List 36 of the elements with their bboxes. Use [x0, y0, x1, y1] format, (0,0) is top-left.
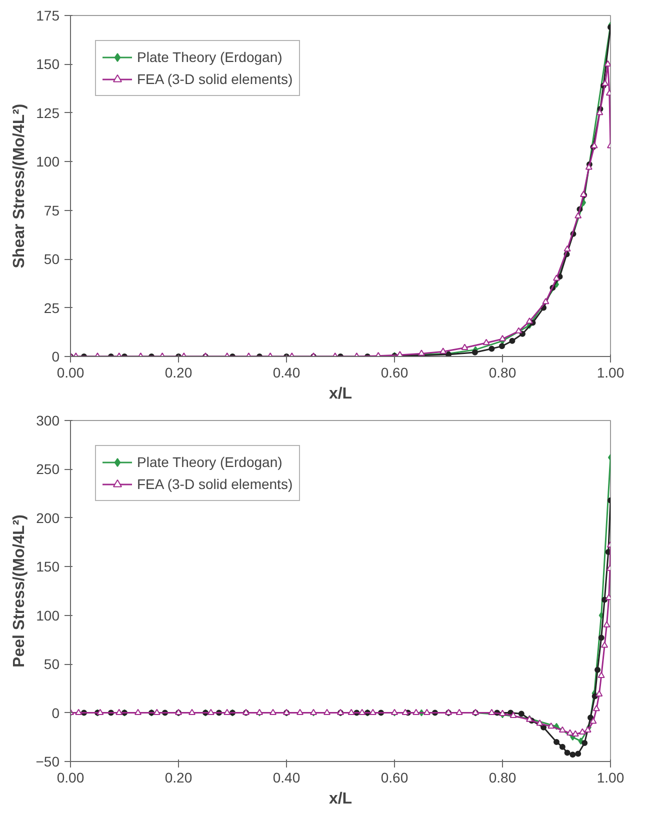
y-tick-label: 50	[44, 656, 60, 672]
x-tick-label: 0.20	[164, 364, 192, 380]
x-tick-label: 0.40	[272, 770, 300, 786]
y-tick-label: 0	[52, 348, 60, 364]
y-axis-title: Peel Stress/(Mo/4L²)	[10, 514, 28, 668]
y-tick-label: 25	[44, 300, 60, 316]
y-tick-label: 250	[36, 461, 60, 478]
y-tick-label: 50	[44, 251, 60, 268]
x-tick-label: 0.60	[380, 770, 408, 786]
y-tick-label: 175	[36, 8, 60, 24]
x-tick-label: 0.00	[56, 364, 84, 380]
legend-label: FEA (3-D solid elements)	[137, 71, 293, 87]
legend-label: Plate Theory (Erdogan)	[137, 49, 282, 65]
y-tick-label: 300	[36, 412, 60, 428]
y-tick-label: 75	[44, 202, 60, 218]
x-tick-label: 0.20	[164, 770, 192, 786]
legend-label: Plate Theory (Erdogan)	[137, 454, 282, 470]
y-tick-label: −50	[36, 754, 60, 770]
x-tick-label: 0.00	[56, 770, 84, 786]
x-tick-label: 0.60	[380, 364, 408, 380]
x-tick-label: 0.80	[488, 770, 516, 786]
x-tick-label: 0.40	[272, 364, 300, 380]
y-tick-label: 100	[36, 607, 60, 624]
x-tick-label: 0.80	[488, 364, 516, 380]
y-tick-label: 0	[52, 704, 60, 721]
y-tick-label: 150	[36, 56, 60, 72]
y-tick-label: 200	[36, 510, 60, 526]
x-axis-title: x/L	[328, 386, 352, 402]
y-axis-title: Shear Stress/(Mo/4L²)	[11, 104, 28, 268]
x-axis-title: x/L	[328, 790, 352, 808]
y-tick-label: 125	[36, 104, 60, 121]
legend-label: FEA (3-D solid elements)	[137, 476, 293, 492]
x-tick-label: 1.00	[596, 770, 624, 786]
y-tick-label: 150	[36, 558, 60, 575]
x-tick-label: 1.00	[596, 364, 624, 380]
y-tick-label: 100	[36, 154, 60, 170]
